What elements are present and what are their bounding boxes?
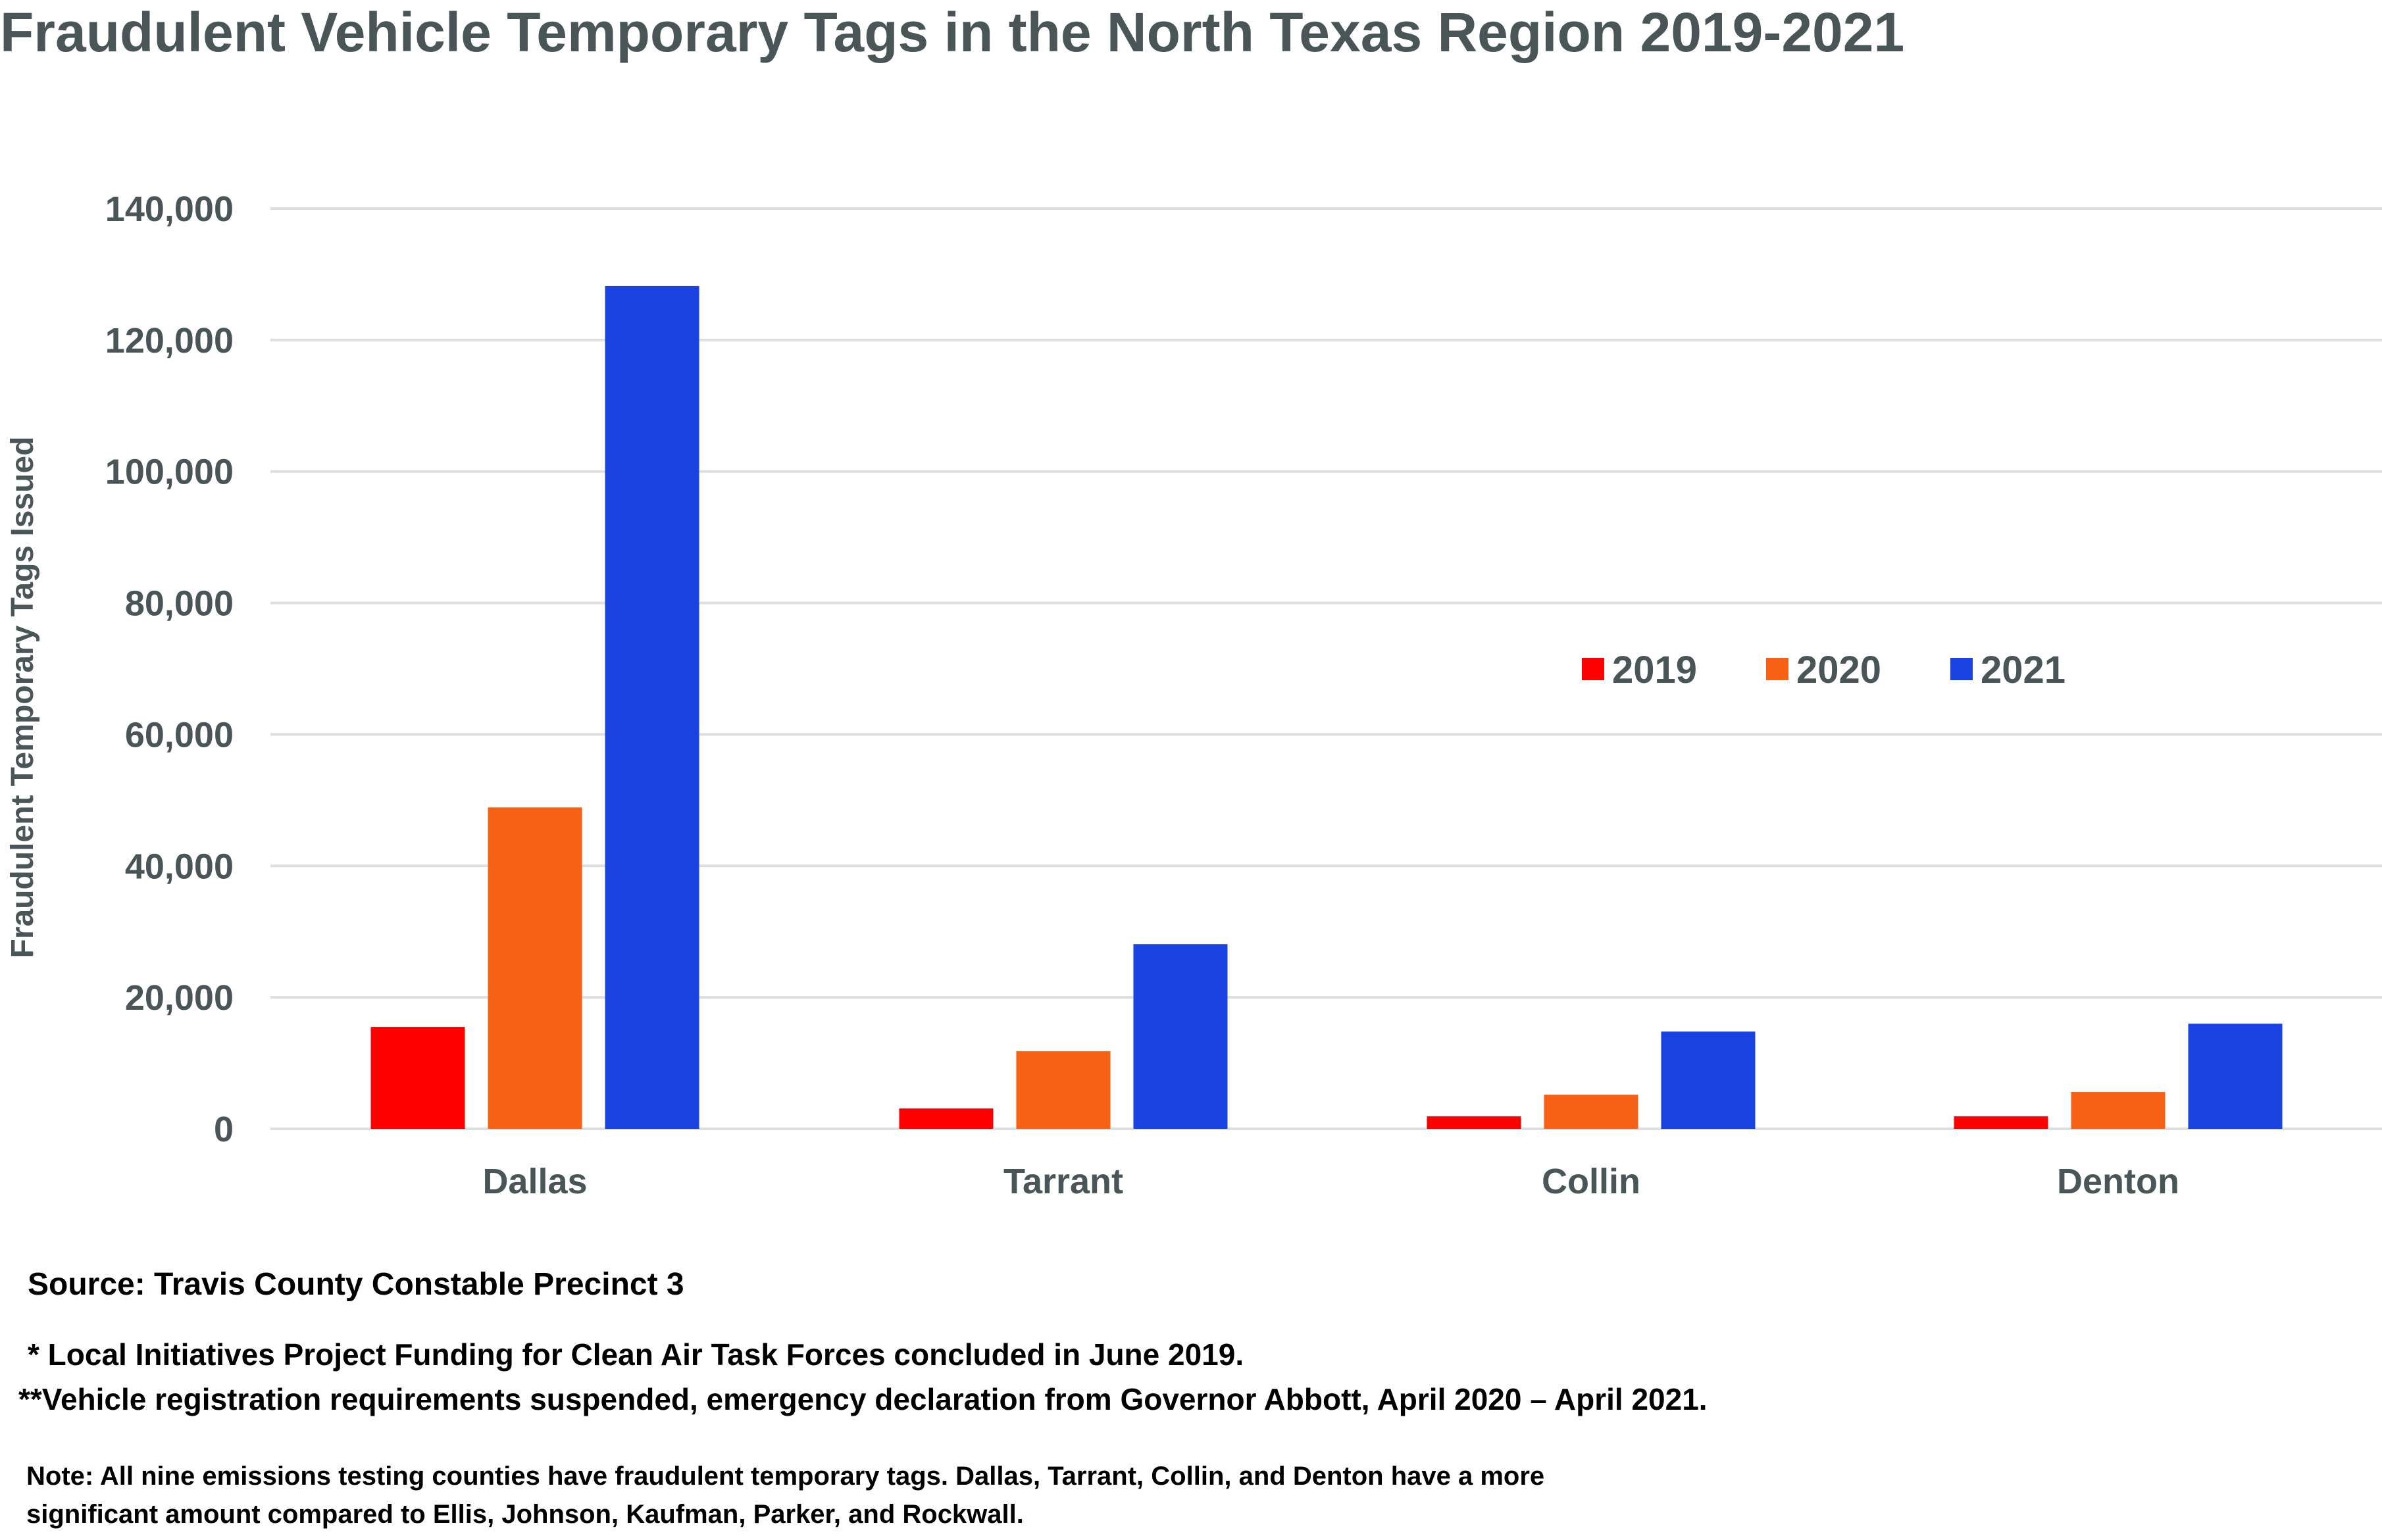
y-tick-label: 140,000 [105, 189, 234, 229]
chart-title: Fraudulent Vehicle Temporary Tags in the… [0, 1, 1904, 63]
y-tick-label: 120,000 [105, 321, 234, 360]
bar-denton-2019 [1954, 1116, 2048, 1129]
note-line-1: Note: All nine emissions testing countie… [26, 1462, 1545, 1491]
legend-label-2020: 2020 [1796, 649, 1881, 691]
bar-denton-2021 [2188, 1024, 2283, 1129]
bar-collin-2019 [1427, 1116, 1521, 1129]
footnote-2: **Vehicle registration requirements susp… [18, 1382, 1708, 1416]
bar-tarrant-2021 [1133, 944, 1228, 1129]
y-tick-label: 80,000 [125, 584, 234, 624]
legend-swatch-2019 [1582, 658, 1604, 680]
bar-dallas-2021 [605, 286, 699, 1129]
y-tick-label: 40,000 [125, 847, 234, 886]
bar-collin-2020 [1544, 1095, 1638, 1129]
legend-swatch-2021 [1950, 658, 1973, 680]
footnote-1: * Local Initiatives Project Funding for … [28, 1337, 1244, 1372]
bar-collin-2021 [1661, 1031, 1756, 1129]
x-tick-label: Denton [2057, 1162, 2179, 1201]
y-axis-ticks: 0 20,000 40,000 60,000 80,000 100,000 120,000 1… [105, 189, 234, 1149]
legend: 2019 2020 2021 [1582, 649, 2065, 691]
legend-label-2019: 2019 [1612, 649, 1697, 691]
note-line-2: significant amount compared to Ellis, Jo… [26, 1500, 1024, 1529]
x-axis-categories: Dallas Tarrant Collin Denton [482, 1162, 2179, 1201]
legend-label-2021: 2021 [1981, 649, 2065, 691]
y-tick-label: 60,000 [125, 715, 234, 755]
source-text: Source: Travis County Constable Precinct… [28, 1267, 684, 1302]
x-tick-label: Tarrant [1003, 1162, 1123, 1201]
y-tick-label: 20,000 [125, 978, 234, 1018]
bar-denton-2020 [2071, 1092, 2166, 1129]
bars [370, 286, 2283, 1129]
bar-tarrant-2020 [1016, 1051, 1111, 1129]
bar-tarrant-2019 [899, 1108, 994, 1129]
x-tick-label: Collin [1542, 1162, 1640, 1201]
y-axis-label: Fraudulent Temporary Tags Issued [5, 436, 40, 958]
bar-dallas-2020 [488, 807, 582, 1129]
y-tick-label: 0 [214, 1110, 234, 1149]
x-tick-label: Dallas [482, 1162, 587, 1201]
bar-dallas-2019 [370, 1027, 465, 1129]
y-tick-label: 100,000 [105, 453, 234, 492]
legend-swatch-2020 [1766, 658, 1788, 680]
bar-chart: Fraudulent Vehicle Temporary Tags in the… [0, 1, 2382, 1201]
